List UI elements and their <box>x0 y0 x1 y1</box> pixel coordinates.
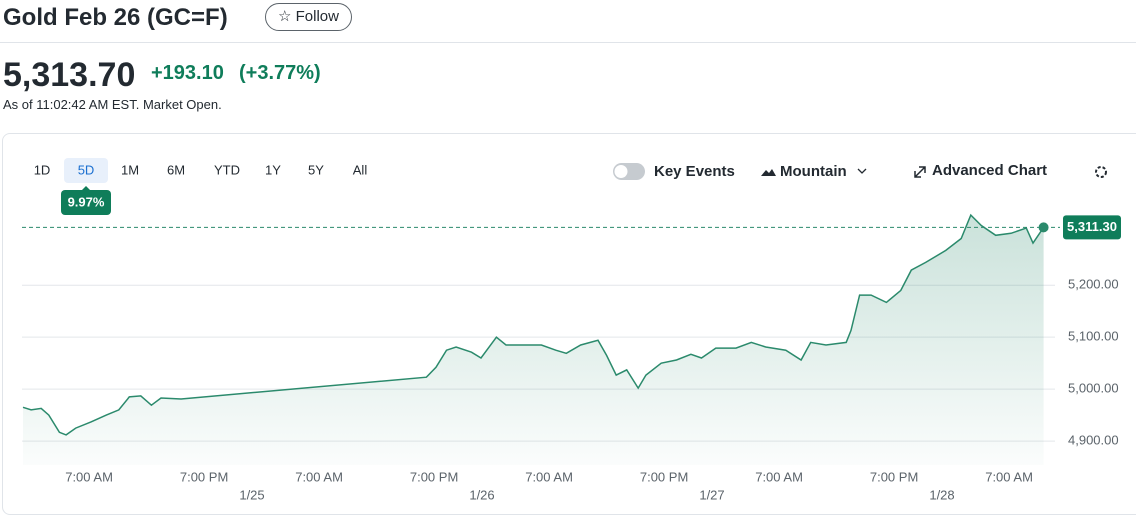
y-tick-label: 5,100.00 <box>1068 329 1119 344</box>
mountain-icon <box>761 169 776 176</box>
x-tick-label: 7:00 AM <box>525 469 573 484</box>
range-button[interactable]: 5D <box>78 162 95 177</box>
x-date-label: 1/25 <box>239 487 264 502</box>
advanced-chart[interactable]: Advanced Chart <box>932 162 1047 179</box>
range-button[interactable]: All <box>353 162 368 177</box>
range-button[interactable]: 1M <box>121 162 139 177</box>
x-tick-label: 7:00 PM <box>410 469 458 484</box>
as-of: As of 11:02:42 AM EST. Market Open. <box>3 97 222 112</box>
price-line <box>22 213 1045 436</box>
badge-bg <box>61 190 111 215</box>
change-percent: (+3.77%) <box>239 62 321 84</box>
title: Gold Feb 26 (GC=F) <box>3 4 228 31</box>
range-change-badge: 9.97% <box>68 194 105 209</box>
range-button[interactable]: 5Y <box>308 162 324 177</box>
area-fill <box>22 215 1044 465</box>
chevron <box>857 168 867 174</box>
badge-arrow <box>81 186 91 191</box>
x-tick-label: 7:00 PM <box>180 469 228 484</box>
range-button[interactable]: YTD <box>214 162 240 177</box>
range-button[interactable]: 1Y <box>265 162 281 177</box>
range-selected-bg <box>64 158 108 183</box>
change: +193.10 <box>151 62 224 84</box>
current-badge <box>1063 215 1121 240</box>
key-events[interactable]: Key Events <box>654 163 735 180</box>
chart-style[interactable]: Mountain <box>780 163 847 180</box>
x-date-label: 1/27 <box>699 487 724 502</box>
x-tick-label: 7:00 PM <box>640 469 688 484</box>
expand-icon <box>914 166 926 178</box>
price: 5,313.70 <box>3 56 136 94</box>
x-tick-label: 7:00 AM <box>65 469 113 484</box>
divider <box>0 42 1136 43</box>
range-button[interactable]: 1D <box>34 162 51 177</box>
y-tick-label: 5,000.00 <box>1068 381 1119 396</box>
follow-button[interactable]: ☆ Follow <box>265 3 352 31</box>
x-tick-label: 7:00 PM <box>870 469 918 484</box>
x-date-label: 1/26 <box>469 487 494 502</box>
y-tick-label: 4,900.00 <box>1068 433 1119 448</box>
range-button[interactable]: 6M <box>167 162 185 177</box>
current-label: 5,311.30 <box>1067 219 1117 234</box>
x-tick-label: 7:00 AM <box>295 469 343 484</box>
x-tick-label: 7:00 AM <box>985 469 1033 484</box>
follow-label: Follow <box>295 8 339 25</box>
y-tick-label: 5,200.00 <box>1068 277 1119 292</box>
x-tick-label: 7:00 AM <box>755 469 803 484</box>
settings-icon[interactable] <box>1095 166 1107 178</box>
current-dot <box>1038 222 1049 233</box>
x-date-label: 1/28 <box>929 487 954 502</box>
toggle-knob <box>614 165 628 178</box>
